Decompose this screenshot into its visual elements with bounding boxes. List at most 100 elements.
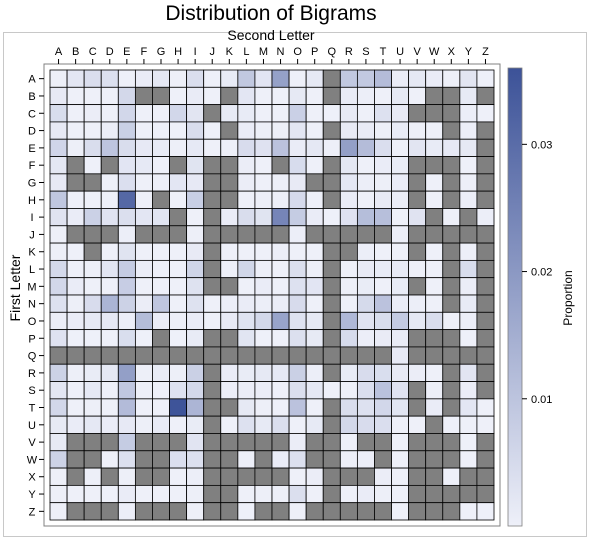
heatmap-cell-ZL: [237, 502, 256, 521]
heatmap-cell-KA: [49, 242, 68, 261]
heatmap-cell-VS: [356, 433, 375, 452]
heatmap-cell-UV: [408, 415, 427, 434]
heatmap-cell-BL: [237, 86, 256, 106]
heatmap-cell-EW: [425, 138, 444, 157]
heatmap-cell-FP: [305, 156, 324, 175]
heatmap-cell-UY: [459, 415, 478, 434]
heatmap-cell-ZA: [49, 502, 68, 521]
heatmap-cell-IZ: [476, 208, 495, 227]
heatmap-cell-DN: [271, 121, 290, 140]
heatmap-cell-GI: [186, 173, 205, 192]
heatmap-cell-BJ: [203, 86, 222, 106]
heatmap-cell-EK: [220, 138, 239, 157]
heatmap-cell-CX: [442, 104, 461, 123]
heatmap-cell-FA: [49, 156, 68, 175]
heatmap-cell-JS: [356, 225, 375, 244]
heatmap-cell-EF: [134, 138, 153, 157]
heatmap-cell-TD: [100, 398, 119, 417]
heatmap-cell-NE: [117, 294, 136, 313]
y-tick-label: R: [28, 368, 36, 380]
heatmap-cell-PX: [442, 329, 461, 348]
heatmap-cell-VB: [66, 433, 85, 452]
y-tick-label: X: [28, 472, 36, 484]
x-tick-label: D: [106, 46, 114, 58]
y-tick-label: Q: [28, 351, 37, 363]
heatmap-cell-TR: [339, 398, 358, 417]
heatmap-cell-KN: [271, 242, 290, 261]
heatmap-cell-QG: [152, 346, 170, 365]
heatmap-cell-UH: [169, 415, 188, 434]
heatmap-cell-DA: [49, 121, 68, 140]
heatmap-cell-QK: [220, 346, 239, 365]
heatmap-cell-EN: [271, 138, 290, 157]
heatmap-cell-JB: [66, 225, 85, 244]
heatmap-cell-YC: [83, 484, 102, 504]
heatmap-cell-OH: [169, 311, 188, 331]
x-tick-label: V: [413, 46, 421, 58]
heatmap-cell-WB: [66, 450, 85, 469]
heatmap-cell-XF: [134, 467, 153, 486]
heatmap-cell-FE: [117, 156, 136, 175]
heatmap-cell-KP: [305, 242, 324, 261]
heatmap-cell-WQ: [322, 450, 341, 469]
heatmap-cell-QH: [169, 346, 188, 365]
heatmap-cell-DT: [374, 121, 392, 140]
heatmap-cell-XH: [169, 467, 188, 486]
heatmap-cell-VC: [83, 433, 102, 452]
x-tick-label: H: [174, 46, 182, 58]
heatmap-cell-LB: [66, 259, 85, 279]
heatmap-cell-EM: [254, 138, 273, 157]
heatmap-cell-GU: [391, 173, 410, 192]
heatmap-cell-OY: [459, 311, 478, 331]
heatmap-cell-TN: [271, 398, 290, 417]
heatmap-cell-EC: [83, 138, 102, 157]
heatmap-cell-XD: [100, 467, 119, 486]
heatmap-cell-TU: [391, 398, 410, 417]
heatmap-cell-JA: [49, 225, 68, 244]
heatmap-cell-UX: [442, 415, 461, 434]
heatmap-cell-BR: [339, 86, 358, 106]
heatmap-cell-KW: [425, 242, 444, 261]
heatmap-cell-TX: [442, 398, 461, 417]
heatmap-cell-RB: [66, 363, 85, 382]
heatmap-cell-KD: [100, 242, 119, 261]
heatmap-cell-QR: [339, 346, 358, 365]
heatmap-cell-FK: [220, 156, 239, 175]
heatmap-cell-XA: [49, 467, 68, 486]
heatmap-cell-ZO: [288, 502, 307, 521]
heatmap-cell-AN: [271, 69, 290, 88]
y-tick-label: S: [28, 385, 35, 397]
heatmap-cell-FC: [83, 156, 102, 175]
heatmap-cell-RS: [356, 363, 375, 382]
heatmap-cell-MA: [49, 277, 68, 296]
heatmap-cell-ZG: [152, 502, 170, 521]
heatmap-cell-TF: [134, 398, 153, 417]
heatmap-cell-VN: [271, 433, 290, 452]
heatmap-cell-XC: [83, 467, 102, 486]
heatmap-cell-UI: [186, 415, 205, 434]
heatmap-cell-KM: [254, 242, 273, 261]
heatmap-cell-VA: [49, 433, 68, 452]
heatmap-cell-UP: [305, 415, 324, 434]
heatmap-cell-ZS: [356, 502, 375, 521]
heatmap-cell-FL: [237, 156, 256, 175]
x-tick-label: T: [380, 46, 387, 58]
heatmap-cell-WP: [305, 450, 324, 469]
heatmap-cell-HZ: [476, 190, 495, 209]
heatmap-cell-OP: [305, 311, 324, 331]
heatmap-cell-WK: [220, 450, 239, 469]
heatmap-cell-TY: [459, 398, 478, 417]
y-tick-label: F: [29, 160, 36, 172]
heatmap-cell-FN: [271, 156, 290, 175]
heatmap-cell-KV: [408, 242, 427, 261]
heatmap-cell-AZ: [476, 69, 495, 88]
chart-frame: [3, 32, 587, 537]
heatmap-cell-CH: [169, 104, 188, 123]
x-tick-label: I: [194, 46, 197, 58]
heatmap-cell-HB: [66, 190, 85, 209]
heatmap-cell-RM: [254, 363, 273, 382]
heatmap-cell-VM: [254, 433, 273, 452]
heatmap-cell-ME: [117, 277, 136, 296]
heatmap-cell-KT: [374, 242, 392, 261]
heatmap-cell-MB: [66, 277, 85, 296]
